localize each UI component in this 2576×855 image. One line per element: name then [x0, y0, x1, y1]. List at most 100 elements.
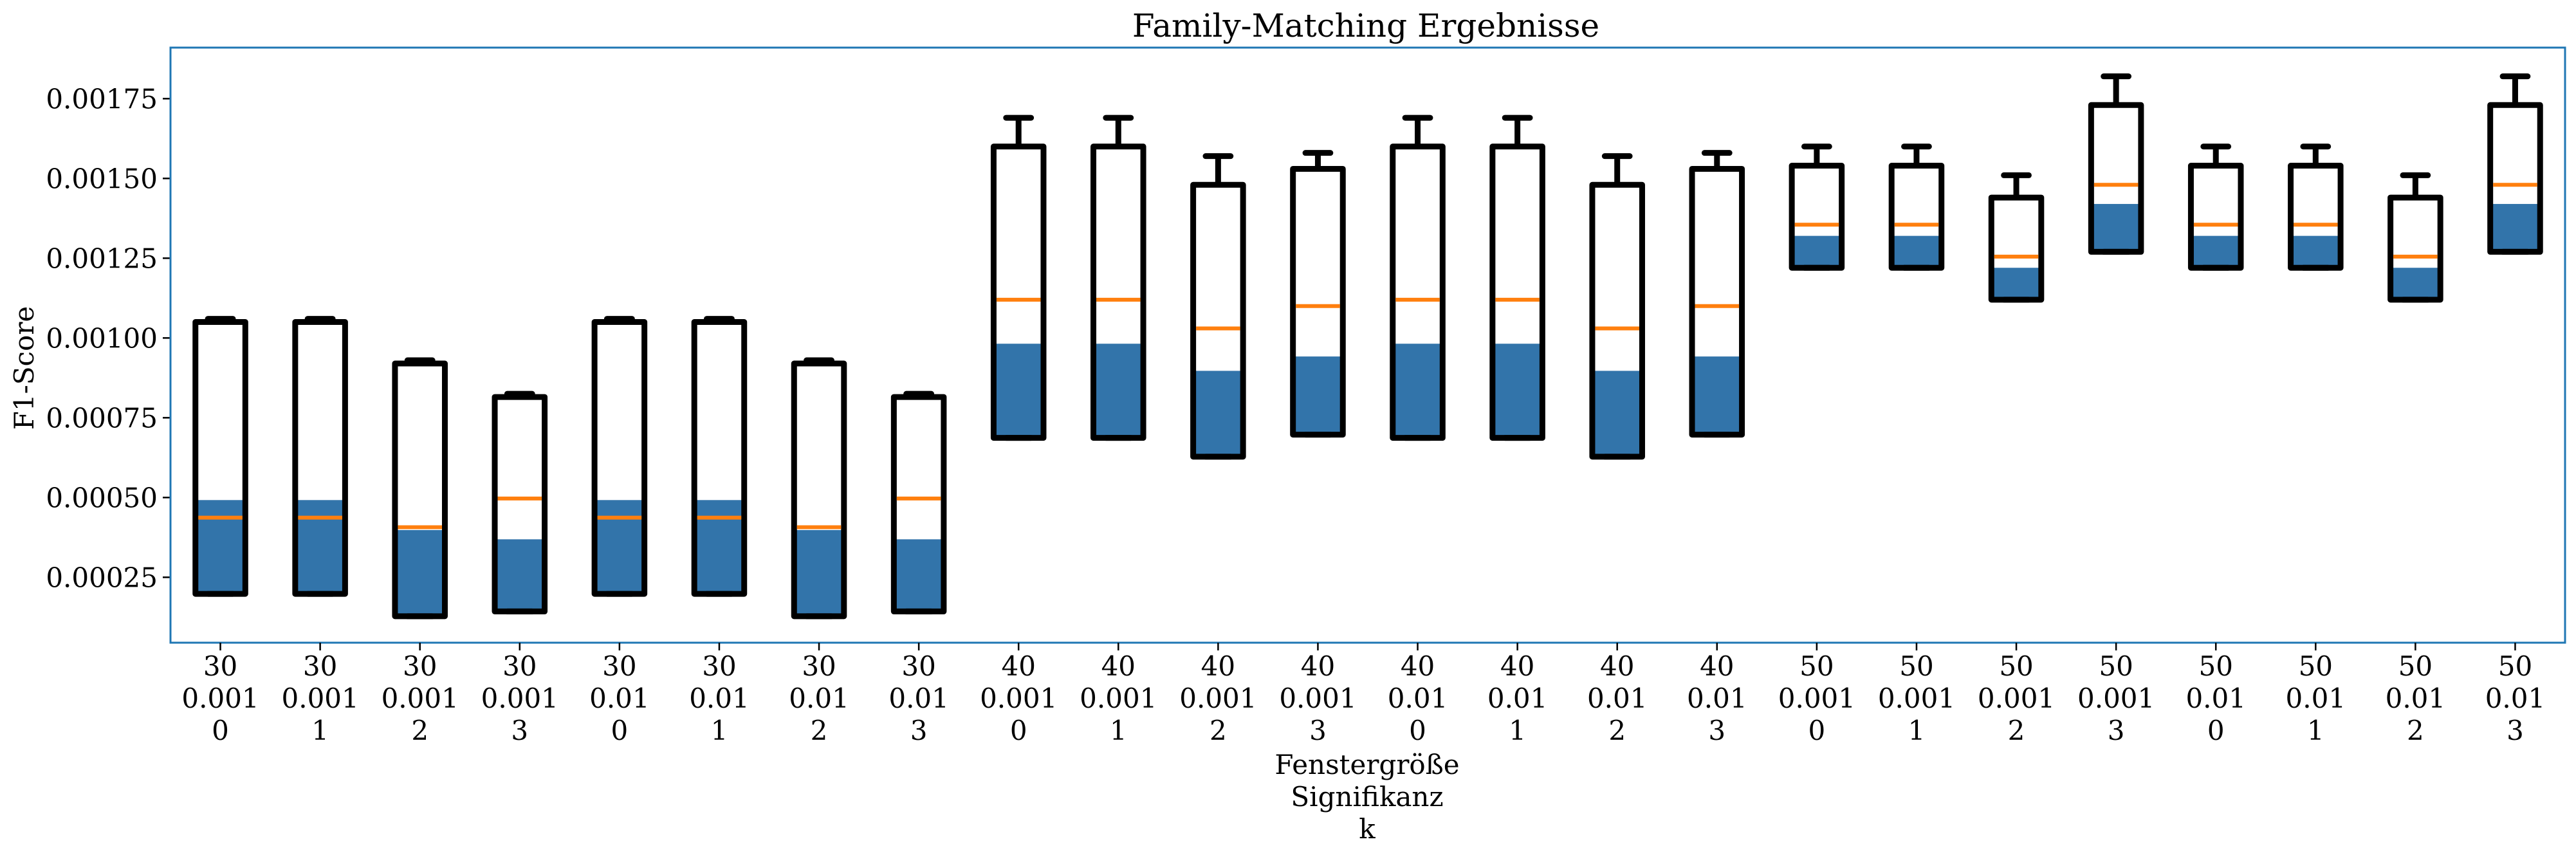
mean-bar — [1991, 268, 2041, 300]
box — [2288, 163, 2344, 271]
x-tick-label: 0.001 — [1978, 683, 2055, 714]
x-tick-label: 50 — [2398, 650, 2433, 682]
x-tick-label: 40 — [1201, 650, 1235, 682]
x-tick-label: 50 — [1799, 650, 1834, 682]
x-tick-label: 30 — [901, 650, 935, 682]
box-group — [1489, 115, 1545, 441]
x-tick-label: 0.001 — [282, 683, 359, 714]
box — [1888, 163, 1945, 271]
x-tick-label: 0 — [2207, 715, 2225, 746]
mean-bar — [1193, 371, 1244, 457]
x-tick-label: 0.01 — [888, 683, 949, 714]
box-group — [1589, 153, 1645, 460]
box — [1789, 163, 1845, 271]
x-tick-label: 0.01 — [1487, 683, 1548, 714]
x-tick-label: 0.001 — [382, 683, 459, 714]
box — [1589, 181, 1645, 460]
box-group — [2387, 172, 2443, 303]
x-axis: 300.0010300.0011300.0012300.0013300.0103… — [181, 643, 2545, 746]
box-group — [1888, 143, 1945, 271]
x-tick-label: 0.01 — [1687, 683, 1747, 714]
box — [2088, 102, 2144, 255]
mean-bar — [2390, 268, 2441, 300]
x-axis-label-signifikanz: Signifikanz — [1291, 781, 1443, 813]
x-tick-label: 40 — [1001, 650, 1035, 682]
mean-bar — [594, 500, 645, 594]
x-tick-label: 0 — [212, 715, 229, 746]
x-tick-label: 1 — [1908, 715, 1926, 746]
x-tick-label: 0.001 — [1179, 683, 1256, 714]
box-plot-series — [192, 73, 2543, 620]
x-tick-label: 40 — [1401, 650, 1435, 682]
x-tick-label: 0 — [1808, 715, 1826, 746]
x-tick-label: 50 — [1899, 650, 1933, 682]
x-tick-label: 50 — [2498, 650, 2532, 682]
axes-frame — [169, 46, 2566, 644]
mean-bar — [894, 539, 944, 612]
x-tick-label: 0.01 — [589, 683, 650, 714]
x-tick-label: 30 — [403, 650, 437, 682]
x-tick-label: 3 — [511, 715, 528, 746]
x-tick-label: 1 — [311, 715, 329, 746]
box-group — [791, 357, 847, 620]
mean-bar — [1891, 235, 1942, 268]
mean-bar — [993, 344, 1044, 438]
box — [990, 143, 1047, 441]
mean-bar — [2091, 204, 2141, 252]
box-group — [2487, 73, 2543, 255]
mean-bar — [694, 500, 744, 594]
x-tick-label: 1 — [1509, 715, 1526, 746]
box — [2487, 102, 2543, 255]
x-tick-label: 0.01 — [2286, 683, 2346, 714]
box — [1090, 143, 1146, 441]
x-tick-label: 0.01 — [2386, 683, 2446, 714]
x-tick-label: 0.01 — [2485, 683, 2546, 714]
x-tick-label: 40 — [1700, 650, 1734, 682]
box — [1390, 143, 1446, 441]
box-group — [2187, 143, 2244, 271]
x-tick-label: 3 — [2108, 715, 2125, 746]
box — [492, 394, 548, 614]
chart-title: Family-Matching Ergebnisse — [1132, 7, 1599, 44]
x-tick-label: 30 — [502, 650, 537, 682]
x-tick-label: 0.01 — [689, 683, 750, 714]
box-group — [1789, 143, 1845, 271]
x-tick-label: 0.001 — [1279, 683, 1356, 714]
box — [1190, 181, 1246, 460]
box-group — [1988, 172, 2045, 303]
x-tick-label: 0.001 — [980, 683, 1057, 714]
mean-bar — [495, 539, 545, 612]
box-group — [492, 391, 548, 614]
x-tick-label: 0.01 — [789, 683, 849, 714]
mean-bar — [1592, 371, 1642, 457]
mean-bar — [2290, 235, 2341, 268]
x-tick-label: 2 — [1210, 715, 1227, 746]
box — [392, 360, 448, 620]
mean-bar — [1093, 344, 1144, 438]
x-tick-label: 1 — [711, 715, 728, 746]
box — [1290, 165, 1346, 438]
x-tick-label: 30 — [802, 650, 836, 682]
mean-bar — [2490, 204, 2541, 252]
x-tick-label: 40 — [1301, 650, 1335, 682]
x-tick-label: 0 — [611, 715, 629, 746]
x-tick-label: 0.001 — [2077, 683, 2155, 714]
y-tick-label: 0.00125 — [46, 243, 158, 274]
x-tick-label: 2 — [2407, 715, 2424, 746]
x-tick-label: 40 — [1600, 650, 1634, 682]
x-tick-label: 0.01 — [2185, 683, 2246, 714]
x-tick-label: 3 — [910, 715, 928, 746]
box-group — [890, 391, 947, 614]
mean-bar — [2191, 235, 2241, 268]
x-tick-label: 0.001 — [1878, 683, 1955, 714]
y-tick-label: 0.00075 — [46, 402, 158, 434]
x-tick-label: 40 — [1500, 650, 1534, 682]
x-tick-label: 0.001 — [1080, 683, 1157, 714]
x-tick-label: 0 — [1010, 715, 1027, 746]
x-tick-label: 0 — [1409, 715, 1426, 746]
x-tick-label: 0.001 — [481, 683, 558, 714]
x-tick-label: 40 — [1101, 650, 1136, 682]
box — [192, 319, 248, 597]
box-group — [691, 316, 748, 597]
